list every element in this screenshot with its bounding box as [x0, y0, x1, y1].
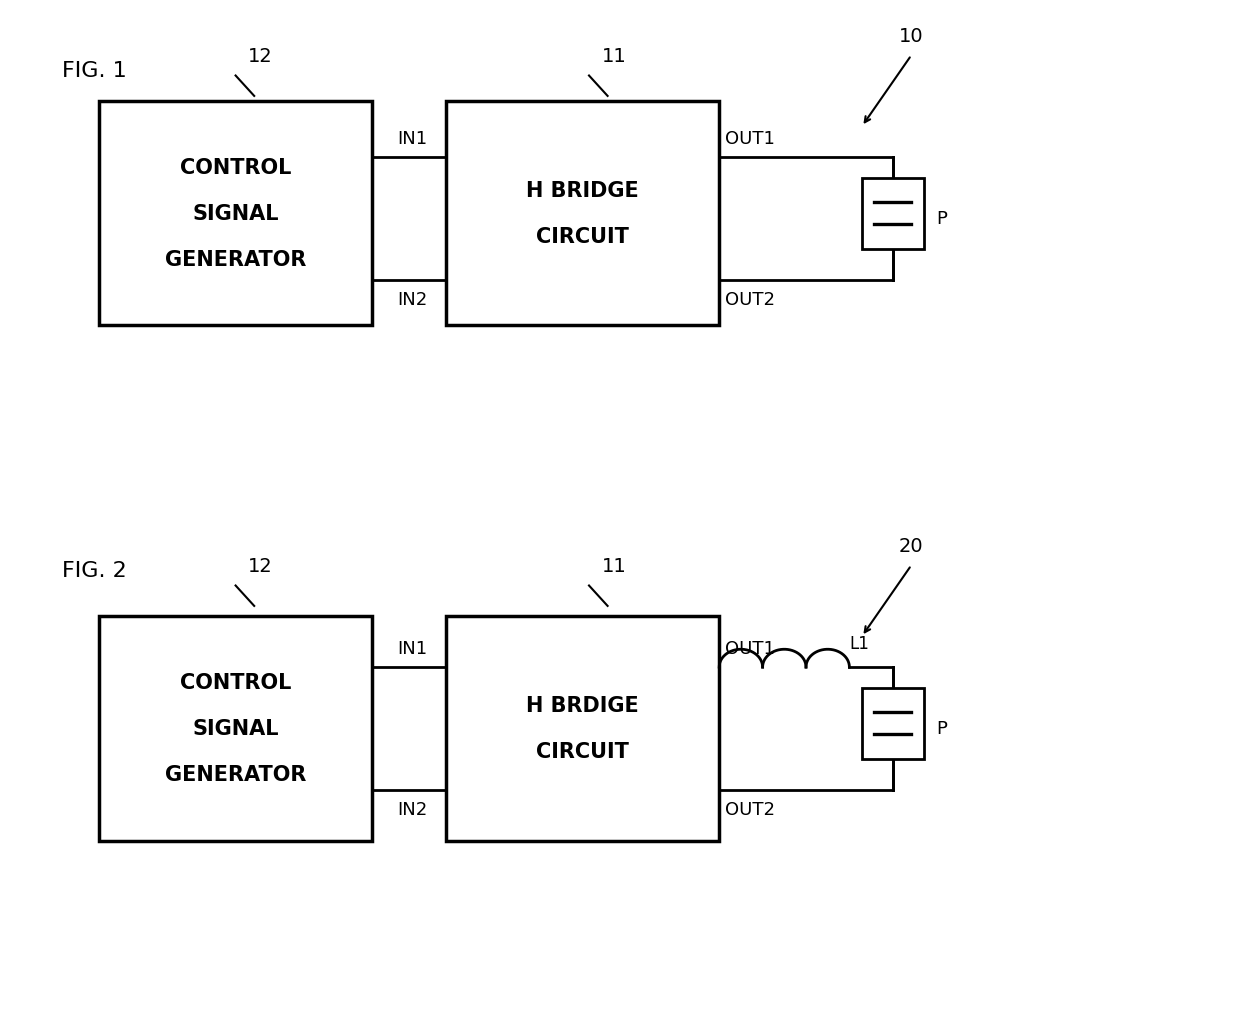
Text: GENERATOR: GENERATOR: [165, 764, 306, 785]
Text: OUT2: OUT2: [725, 800, 775, 818]
Text: FIG. 2: FIG. 2: [62, 560, 126, 581]
Text: L1: L1: [849, 634, 869, 652]
Text: 10: 10: [899, 26, 924, 46]
Text: OUT1: OUT1: [725, 639, 775, 657]
Text: 11: 11: [601, 47, 626, 66]
Text: H BRDIGE: H BRDIGE: [527, 696, 639, 715]
Text: 12: 12: [248, 47, 273, 66]
Text: 11: 11: [601, 556, 626, 576]
Text: H BRIDGE: H BRIDGE: [527, 181, 639, 201]
Text: OUT2: OUT2: [725, 290, 775, 309]
Bar: [446, 616, 719, 841]
Text: CIRCUIT: CIRCUIT: [537, 742, 629, 761]
Text: GENERATOR: GENERATOR: [165, 250, 306, 270]
Text: IN1: IN1: [398, 639, 428, 657]
Text: P: P: [936, 719, 947, 738]
Text: CIRCUIT: CIRCUIT: [537, 227, 629, 247]
Text: P: P: [936, 210, 947, 228]
Text: CONTROL: CONTROL: [180, 673, 291, 693]
Bar: [862, 688, 924, 759]
Text: SIGNAL: SIGNAL: [192, 718, 279, 739]
Text: IN2: IN2: [398, 800, 428, 818]
Text: 20: 20: [899, 536, 924, 555]
Text: CONTROL: CONTROL: [180, 158, 291, 178]
Bar: [446, 102, 719, 326]
Bar: [99, 616, 372, 841]
Bar: [862, 178, 924, 250]
Text: SIGNAL: SIGNAL: [192, 204, 279, 224]
Bar: [99, 102, 372, 326]
Text: IN2: IN2: [398, 290, 428, 309]
Text: OUT1: OUT1: [725, 129, 775, 148]
Text: 12: 12: [248, 556, 273, 576]
Text: IN1: IN1: [398, 129, 428, 148]
Text: FIG. 1: FIG. 1: [62, 61, 126, 82]
